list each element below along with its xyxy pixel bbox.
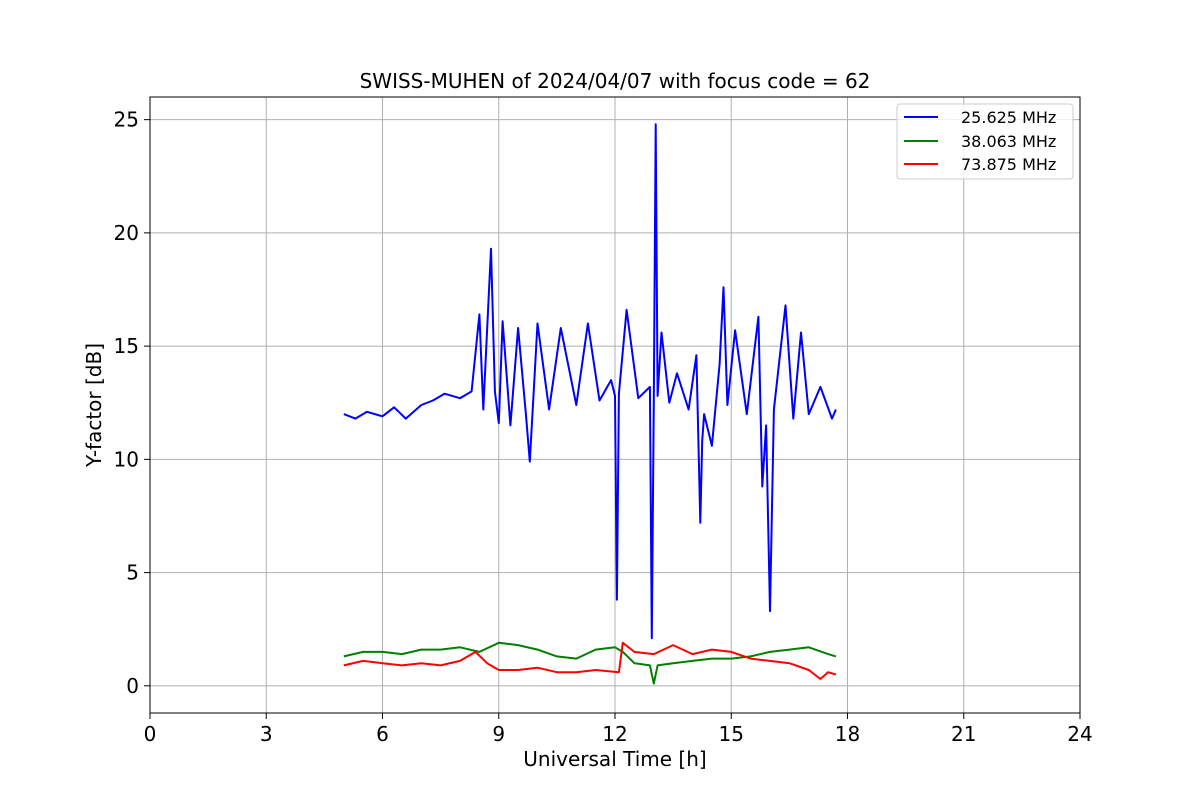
- y-tick-label: 5: [126, 561, 139, 585]
- legend: 25.625 MHz 38.063 MHz 73.875 MHz: [896, 103, 1074, 180]
- series-line-1: [343, 641, 837, 685]
- x-axis: 0 3 6 9 12 15 18 21 24: [144, 713, 1093, 746]
- y-axis-label: Y-factor [dB]: [82, 343, 106, 468]
- y-axis: 0 5 10 15 20 25: [114, 108, 150, 698]
- x-tick-label: 9: [492, 722, 505, 746]
- x-tick-label: 24: [1067, 722, 1092, 746]
- legend-label-38-063: 38.063 MHz: [961, 132, 1056, 151]
- legend-label-73-875: 73.875 MHz: [961, 155, 1056, 174]
- x-tick-label: 21: [951, 722, 976, 746]
- x-tick-label: 12: [602, 722, 627, 746]
- x-tick-label: 15: [719, 722, 744, 746]
- x-axis-label: Universal Time [h]: [523, 747, 706, 771]
- x-tick-label: 18: [835, 722, 860, 746]
- chart-title: SWISS-MUHEN of 2024/04/07 with focus cod…: [360, 69, 871, 93]
- y-tick-label: 10: [114, 447, 139, 471]
- x-tick-label: 0: [144, 722, 157, 746]
- x-tick-label: 6: [376, 722, 389, 746]
- x-tick-label: 3: [260, 722, 273, 746]
- series-line-2: [343, 641, 837, 680]
- y-tick-label: 15: [114, 334, 139, 358]
- y-tick-label: 25: [114, 108, 139, 132]
- y-tick-label: 20: [114, 221, 139, 245]
- series-layer: [343, 123, 837, 685]
- legend-label-25-625: 25.625 MHz: [961, 108, 1056, 127]
- series-line-0: [343, 123, 837, 640]
- y-tick-label: 0: [126, 674, 139, 698]
- legend-box: [896, 103, 1074, 180]
